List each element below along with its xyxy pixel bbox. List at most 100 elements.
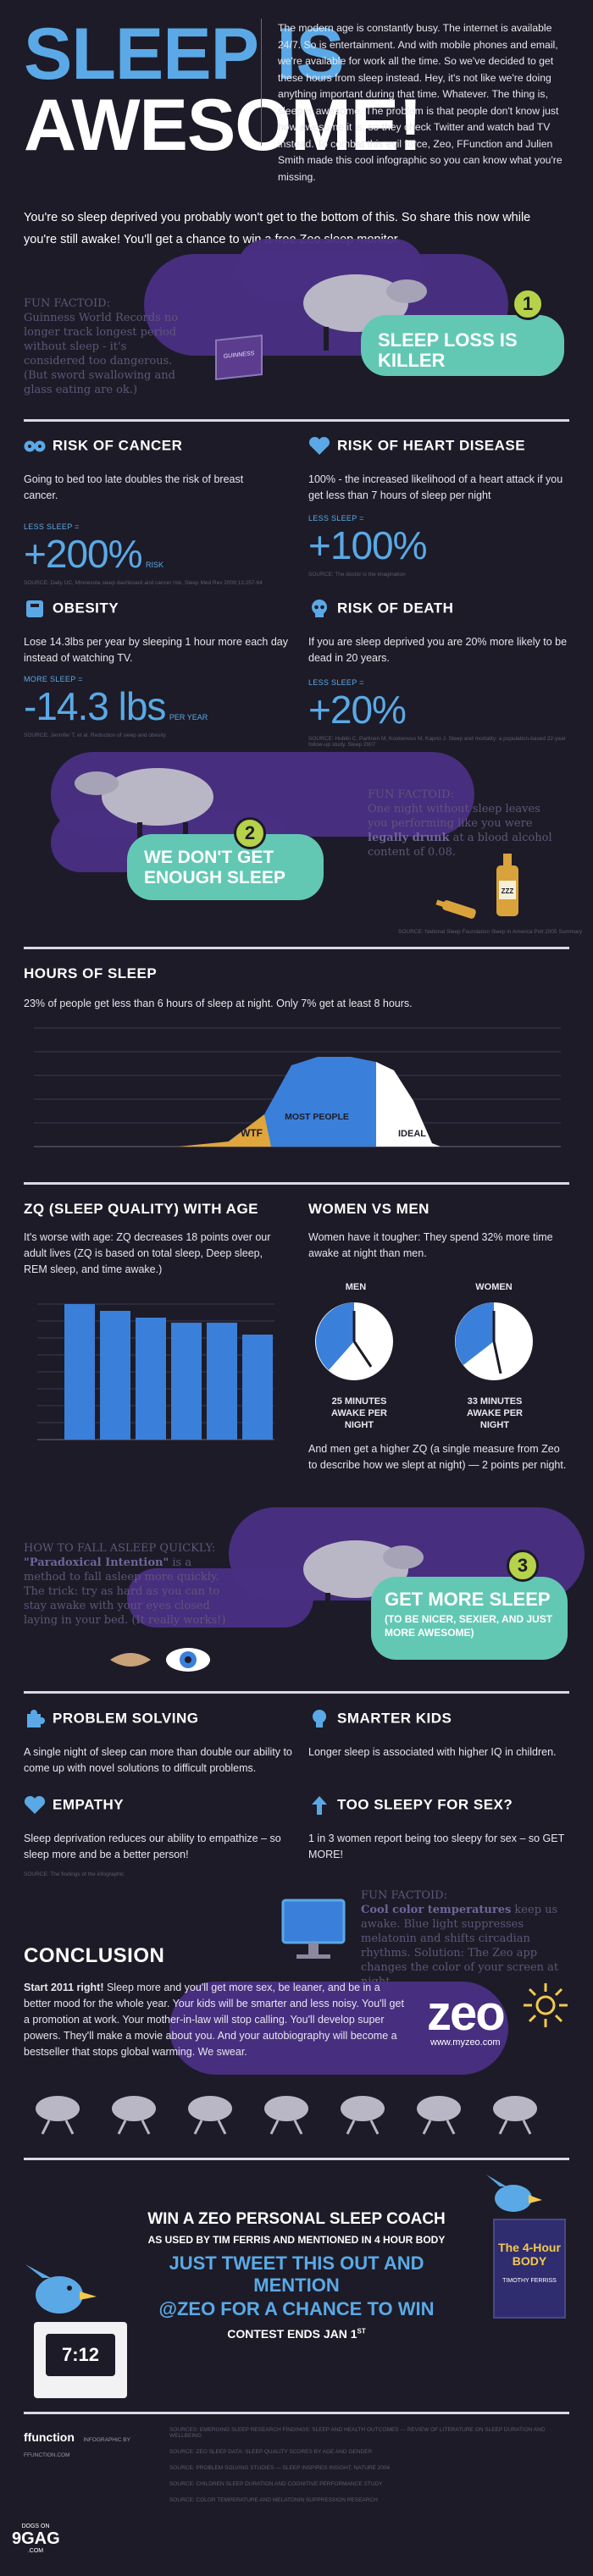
zeo-brand[interactable]: zeo www.myzeo.com: [427, 1989, 571, 2048]
conclusion-body: Start 2011 right! Sleep more and you'll …: [24, 1982, 404, 2058]
cancer-value: +200%: [24, 532, 143, 576]
heart-icon: [308, 436, 330, 455]
zq-bar: [207, 1323, 237, 1440]
section-rule: [24, 947, 569, 949]
hours-area-ideal: [376, 1062, 441, 1147]
point-1-text: SLEEP LOSS IS KILLER: [378, 329, 518, 371]
hours-body: 23% of people get less than 6 hours of s…: [24, 998, 413, 1009]
hours-title: HOURS OF SLEEP: [24, 965, 158, 981]
zq-body: It's worse with age: ZQ decreases 18 poi…: [24, 1231, 271, 1275]
device-clock: 7:12: [46, 2334, 115, 2376]
point-1-banner: SLEEP LOSS IS KILLER: [361, 315, 564, 376]
decor-cloud: [127, 1568, 313, 1628]
contest-line1: WIN A ZEO PERSONAL SLEEP COACH: [147, 2210, 446, 2228]
obesity-label: MORE SLEEP =: [24, 675, 83, 683]
point-3-banner: GET MORE SLEEP (TO BE NICER, SEXIER, AND…: [371, 1577, 568, 1660]
death-source: SOURCE: Hublin C, Partinen M, Koskenvuo …: [308, 736, 566, 748]
wm-men-label: MEN: [345, 1282, 367, 1292]
factoid-label: FUN FACTOID:: [361, 1889, 447, 1902]
obesity-title: OBESITY: [24, 599, 295, 619]
zeo-device-image: 7:12: [34, 2322, 127, 2398]
9gag-watermark: DOGS ON 9GAG .COM: [12, 2523, 60, 2554]
obesity-source: SOURCE: Jennifer T, et al. Reduction of …: [24, 732, 166, 738]
sheep-icon: [75, 768, 213, 848]
contest-line4[interactable]: @ZEO FOR A CHANCE TO WIN: [158, 2298, 435, 2319]
section-rule: [24, 2158, 569, 2160]
factoid-emphasis: Cool color temperatures: [361, 1904, 512, 1916]
sex-body: 1 in 3 women report being too sleepy for…: [308, 1832, 565, 1860]
factoid-label: FUN FACTOID:: [368, 788, 454, 801]
empathy-body: Sleep deprivation reduces our ability to…: [24, 1832, 281, 1860]
problem-body: A single night of sleep can more than do…: [24, 1746, 292, 1774]
hours-source: SOURCE: National Sleep Foundation Sleep …: [398, 929, 583, 935]
title-line1: SLEEP IS: [24, 14, 345, 95]
problem-title: PROBLEM SOLVING: [24, 1709, 295, 1729]
death-block: RISK OF DEATH If you are sleep deprived …: [308, 599, 571, 748]
section-rule: [24, 1691, 569, 1694]
book-label: GUINNESS: [223, 351, 255, 360]
heart-body: 100% - the increased likelihood of a hea…: [308, 473, 563, 501]
heart-block: RISK OF HEART DISEASE 100% - the increas…: [308, 436, 571, 578]
cancer-unit: RISK: [145, 561, 163, 569]
point-1-badge: 1: [512, 288, 544, 320]
zq-bar: [64, 1304, 95, 1440]
zq-bars: [64, 1304, 273, 1440]
bird-icon: [486, 2175, 542, 2212]
death-label: LESS SLEEP =: [308, 678, 364, 687]
wm-body: Women have it tougher: They spend 32% mo…: [308, 1231, 553, 1259]
heart-icon: [24, 1795, 46, 1814]
heart-label: LESS SLEEP =: [308, 514, 364, 522]
hours-label-ideal: IDEAL: [398, 1129, 426, 1139]
hours-area-blue: [178, 1057, 386, 1147]
zq-bar: [242, 1335, 273, 1440]
contest-line3: JUST TWEET THIS OUT AND MENTION: [169, 2253, 424, 2296]
zeo-url[interactable]: www.myzeo.com: [430, 2037, 501, 2048]
book-title: The 4-Hour BODY: [498, 2241, 561, 2268]
kids-title: SMARTER KIDS: [308, 1709, 571, 1729]
footer-note: SOURCES: EMERGING SLEEP RESEARCH FINDING…: [169, 2427, 546, 2439]
cancer-label: LESS SLEEP =: [24, 522, 80, 531]
footer-note: SOURCE: CHILDREN SLEEP DURATION AND COGN…: [169, 2481, 383, 2487]
book-cover-image: The 4-Hour BODY TIMOTHY FERRISS: [493, 2219, 566, 2319]
9gag-logo: 9GAG: [12, 2529, 60, 2548]
heart-title: RISK OF HEART DISEASE: [308, 436, 571, 456]
section-rule: [24, 1182, 569, 1185]
divider: [261, 19, 262, 146]
zq-chart: [37, 1303, 274, 1440]
point-3-subtext: (TO BE NICER, SEXIER, AND JUST MORE AWES…: [385, 1613, 553, 1639]
kids-body: Longer sleep is associated with higher I…: [308, 1746, 557, 1758]
eyes-icon: [110, 1648, 210, 1672]
kids-block: SMARTER KIDS Longer sleep is associated …: [308, 1709, 571, 1761]
puzzle-icon: [27, 1710, 45, 1727]
women-clock-icon: [455, 1302, 533, 1380]
factoid-4: FUN FACTOID: Cool color temperatures kee…: [361, 1888, 564, 1989]
conclusion-emphasis: Start 2011 right!: [24, 1982, 104, 1993]
problem-block: PROBLEM SOLVING A single night of sleep …: [24, 1709, 295, 1777]
wm-women-caption: 33 MINUTES AWAKE PER NIGHT: [466, 1396, 523, 1430]
sun-icon: [524, 1983, 568, 2027]
monitor-icon: [281, 1899, 346, 1959]
empathy-title: EMPATHY: [24, 1795, 295, 1816]
hours-chart: WTF MOST PEOPLE IDEAL: [34, 1027, 561, 1147]
wm-men-caption: 25 MINUTES AWAKE PER NIGHT: [330, 1396, 387, 1430]
sheep-row-icon: [36, 2096, 537, 2135]
factoid-3: HOW TO FALL ASLEEP QUICKLY: "Paradoxical…: [24, 1541, 232, 1628]
empathy-block: EMPATHY Sleep deprivation reduces our ab…: [24, 1795, 295, 1877]
section-rule: [24, 2412, 569, 2414]
section-rule: [24, 419, 569, 422]
death-body: If you are sleep deprived you are 20% mo…: [308, 636, 568, 664]
lightbulb-icon: [313, 1710, 326, 1727]
zq-bar: [171, 1323, 202, 1440]
point-2-text: WE DON'T GET ENOUGH SLEEP: [144, 848, 285, 887]
factoid-text: Guinness World Records no longer track l…: [24, 312, 179, 396]
ffunction-credit[interactable]: ffunction INFOGRAPHIC BY FFUNCTION.COM: [24, 2430, 168, 2461]
hours-label-wtf: WTF: [241, 1127, 263, 1139]
obesity-unit: PER YEAR: [169, 713, 208, 721]
factoid-emphasis: legally drunk: [368, 832, 450, 844]
point-3-text: GET MORE SLEEP: [385, 1589, 551, 1610]
obesity-value: -14.3 lbs: [24, 684, 166, 728]
conclusion-title: CONCLUSION: [24, 1944, 165, 1967]
footer-note: SOURCE: PROBLEM SOLVING STUDIES — SLEEP …: [169, 2465, 391, 2471]
zq-bar: [136, 1318, 166, 1440]
point-2-banner: WE DON'T GET ENOUGH SLEEP: [127, 834, 324, 900]
